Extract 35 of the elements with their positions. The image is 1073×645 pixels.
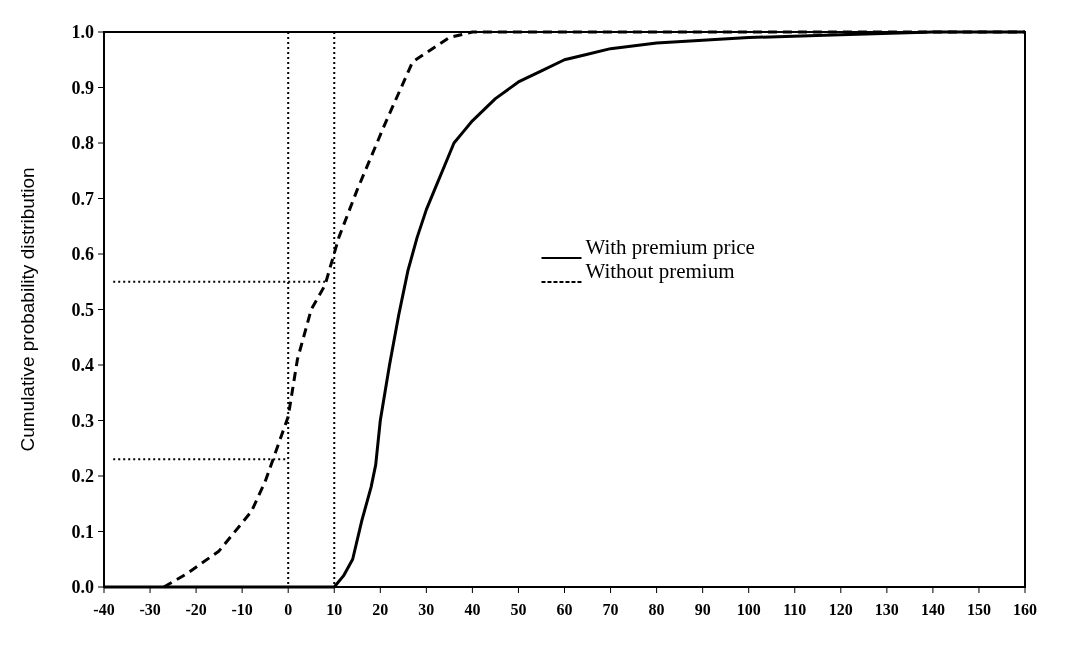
x-tick-label: -20: [185, 601, 207, 618]
x-tick-label: -40: [93, 601, 115, 618]
y-tick-label: 0.9: [71, 77, 94, 98]
x-tick-label: 110: [783, 601, 807, 618]
x-tick-label: 120: [828, 601, 853, 618]
y-tick-label: 0.0: [71, 577, 94, 598]
x-tick-label: 140: [920, 601, 945, 618]
y-tick-label: 0.6: [71, 244, 94, 265]
legend-label: Without premium: [585, 259, 735, 283]
y-tick-label: 0.8: [71, 133, 94, 154]
x-tick-label: 40: [464, 601, 481, 618]
x-tick-label: 20: [372, 601, 389, 618]
x-tick-label: 80: [648, 601, 665, 618]
x-tick-label: -30: [139, 601, 161, 618]
y-tick-label: 0.4: [71, 355, 94, 376]
x-tick-label: 90: [694, 601, 711, 618]
x-tick-label: 50: [510, 601, 527, 618]
y-tick-label: 1.0: [71, 22, 94, 43]
y-tick-label: 0.7: [71, 188, 94, 209]
x-tick-label: 150: [966, 601, 991, 618]
y-tick-label: 0.1: [71, 521, 94, 542]
legend-label: With premium price: [585, 235, 755, 259]
x-tick-label: -10: [231, 601, 253, 618]
y-tick-label: 0.2: [71, 466, 94, 487]
x-tick-label: 0: [284, 601, 293, 618]
x-tick-label: 70: [602, 601, 619, 618]
x-tick-label: 160: [1013, 601, 1037, 618]
x-tick-label: 130: [874, 601, 899, 618]
y-axis-title: Cumulative probability distribution: [17, 167, 38, 452]
y-tick-label: 0.5: [71, 299, 94, 320]
x-tick-label: 10: [326, 601, 343, 618]
x-tick-label: 60: [556, 601, 573, 618]
y-tick-label: 0.3: [71, 410, 94, 431]
x-tick-label: 100: [736, 601, 761, 618]
x-tick-label: 30: [418, 601, 435, 618]
